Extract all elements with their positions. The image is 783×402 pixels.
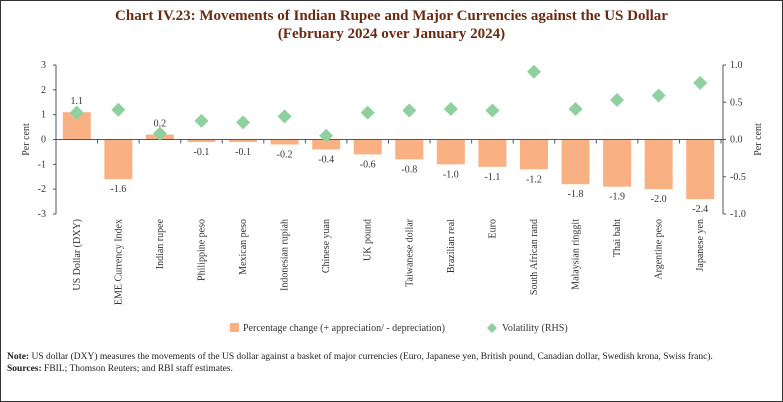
left-tick-label: -1 [38,159,46,170]
volatility-marker [69,105,84,120]
volatility-marker [526,64,541,79]
y-axis-label: Per cent [21,123,32,156]
volatility-marker [277,109,292,124]
data-label: -1.2 [526,174,542,185]
chart-svg: 3 2 1 0 -1 -2 -3 1.0 0.5 0.0 -0.5 -1.0 Per cent Per c… [21,60,764,334]
volatility-marker [360,105,375,120]
chart-title: Chart IV.23: Movements of Indian Rupee a… [1,7,782,43]
bar [270,139,299,145]
volatility-marker [693,75,708,90]
bar [104,139,133,180]
bar [312,139,341,150]
left-tick-label: 3 [41,60,46,71]
right-tick-label: 0.0 [730,135,743,146]
data-label: -0.1 [235,147,251,158]
bar [436,139,465,165]
sources-label: Sources: [7,364,42,374]
data-label: -1.0 [443,169,459,180]
volatility-marker [319,128,334,143]
data-label: -1.6 [110,184,126,195]
left-tick-label: 2 [41,85,46,96]
data-label: -0.4 [318,154,334,165]
bar [561,139,590,185]
volatility-marker [485,103,500,118]
volatility-marker [402,103,417,118]
data-label: -1.1 [484,172,500,183]
left-tick-label: -2 [38,184,46,195]
right-tick-label: 1.0 [730,60,743,71]
right-tick-label: 0.5 [730,97,743,108]
left-tick-label: 1 [41,110,46,121]
data-label: 0.2 [154,119,167,130]
volatility-marker [568,101,583,116]
notes: Note: US dollar (DXY) measures the movem… [7,351,777,375]
title-line-1: Chart IV.23: Movements of Indian Rupee a… [115,8,668,24]
data-label: 1.1 [71,96,84,107]
category-label: Philippine peso [196,219,207,281]
category-label: Indonesian rupiah [280,219,291,291]
category-label: Indian rupee [155,218,166,269]
legend-bar-label: Percentage change (+ appreciation/ - dep… [243,323,445,334]
category-label: Malaysian ringgit [571,219,582,290]
category-label: US Dollar (DXY) [72,219,83,291]
data-label: -0.6 [360,159,376,170]
volatility-marker [610,93,625,108]
data-label: -2.0 [651,194,667,205]
category-label: EME Currency Index [113,219,124,305]
data-label: -1.9 [609,192,625,203]
legend-diamond-swatch [487,323,497,333]
volatility-marker [651,88,666,103]
right-tick-label: -0.5 [730,172,746,183]
sources-text: FBIL; Thomson Reuters; and RBI staff est… [44,364,233,374]
category-label: UK pound [363,219,374,261]
data-label: -0.8 [401,164,417,175]
bar [353,139,382,155]
category-label: Chinese yuan [321,219,332,273]
title-line-2: (February 2024 over January 2024) [277,26,506,42]
category-label: Mexican peso [238,219,249,275]
volatility-marker [236,115,251,130]
bar [187,139,216,142]
category-label: Japanese yen [695,219,706,271]
bar [644,139,673,190]
bar [686,139,715,200]
data-label: -1.8 [568,189,584,200]
volatility-marker [152,126,167,141]
note-text: US dollar (DXY) measures the movements o… [31,352,713,362]
data-label: -0.2 [277,149,293,160]
volatility-marker [194,113,209,128]
legend-bar-swatch [230,323,239,332]
note-label: Note: [7,352,30,362]
category-label: Thai baht [612,219,623,257]
legend-volatility-label: Volatility (RHS) [502,323,568,334]
bar [395,139,424,160]
data-label: -2.4 [692,204,708,215]
volatility-marker [111,102,126,117]
category-label: Brazilian real [446,219,457,273]
left-tick-label: 0 [41,135,46,146]
category-label: Taiwanese dollar [404,218,415,287]
left-tick-label: -3 [38,209,46,220]
bar [478,139,507,167]
bar [229,139,258,142]
right-tick-label: -1.0 [730,209,746,220]
bar [519,139,548,170]
volatility-marker [443,101,458,116]
bar [603,139,632,187]
category-label: South African rand [529,219,540,295]
data-label: -0.1 [194,147,210,158]
category-label: Argentine peso [654,219,665,280]
y2-axis-label: Per cent [753,123,764,156]
category-label: Euro [487,219,498,238]
